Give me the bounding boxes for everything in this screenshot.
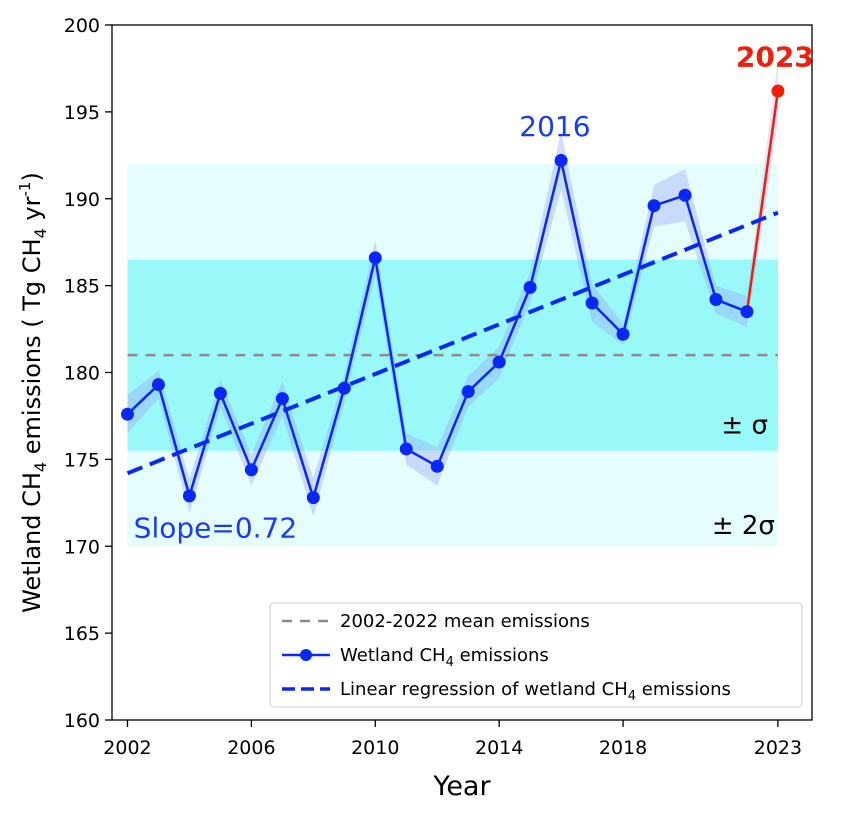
annotation-slope: Slope=0.72 (134, 512, 297, 545)
legend: 2002-2022 mean emissions Wetland CH4 emi… (269, 602, 803, 708)
x-tick-label-2006: 2006 (227, 737, 275, 759)
data-point-2006 (244, 463, 258, 477)
data-point-2016 (554, 154, 568, 168)
legend-wetland-sub: 4 (446, 655, 454, 670)
data-point-2005 (213, 386, 227, 400)
annotation-sigma: ± σ (721, 410, 768, 440)
legend-box (269, 602, 803, 708)
y-tick-label-165: 165 (64, 623, 100, 645)
x-axis-label: Year (432, 771, 491, 802)
series-line-2023 (745, 90, 780, 312)
data-point-2008 (306, 491, 320, 505)
ylabel-part-1: Wetland CH (18, 472, 46, 613)
x-tick-label-2023: 2023 (754, 737, 802, 759)
regression-line (126, 210, 779, 476)
legend-wetland-label-2: emissions (454, 645, 549, 666)
y-tick-label-180: 180 (64, 363, 100, 385)
axis-ticks: 160 165 170 175 180 185 190 195 200 2002 2006 2010 2… (64, 15, 802, 759)
legend-regression-label-2: emissions (636, 679, 731, 700)
x-tick-label-2002: 2002 (103, 737, 151, 759)
data-point-2017 (585, 296, 599, 310)
legend-wetland-marker (300, 649, 312, 661)
legend-regression-sub: 4 (628, 689, 636, 704)
legend-wetland-label: Wetland CH4 emissions (340, 645, 549, 670)
data-point-2023 (771, 84, 785, 98)
data-point-2020 (678, 188, 692, 202)
annotation-two-sigma: ± 2σ (712, 511, 775, 541)
legend-wetland-label-1: Wetland CH (340, 645, 446, 666)
ylabel-sup: -1 (16, 182, 34, 197)
x-tick-label-2010: 2010 (351, 737, 399, 759)
annotation-2016: 2016 (519, 110, 590, 143)
data-point-2002 (120, 407, 134, 421)
y-tick-label-175: 175 (64, 449, 100, 471)
data-point-2015 (523, 280, 537, 294)
legend-regression-label-1: Linear regression of wetland CH (340, 679, 628, 700)
ylabel-close: ) (18, 172, 46, 181)
y-axis-label: Wetland CH4 emissions ( Tg CH4 yr-1) (16, 172, 50, 613)
data-point-2010 (368, 251, 382, 265)
y-tick-label-185: 185 (64, 276, 100, 298)
data-point-2014 (492, 355, 506, 369)
y-tick-label-170: 170 (64, 536, 100, 558)
data-point-2004 (182, 489, 196, 503)
annotation-2023: 2023 (736, 41, 814, 74)
data-point-2011 (399, 442, 413, 456)
ylabel-sub-2: 4 (31, 228, 50, 238)
ylabel-sub-1: 4 (31, 462, 50, 472)
y-tick-label-190: 190 (64, 189, 100, 211)
data-point-2022 (740, 305, 754, 319)
x-tick-label-2014: 2014 (475, 737, 523, 759)
legend-regression-label: Linear regression of wetland CH4 emissio… (340, 679, 731, 704)
data-point-2019 (647, 199, 661, 213)
y-tick-label-160: 160 (64, 710, 100, 732)
ylabel-part-2: emissions ( Tg CH (18, 238, 46, 461)
uncertainty-band-wetland (127, 130, 747, 517)
data-point-2013 (461, 385, 475, 399)
data-point-2012 (430, 459, 444, 473)
data-point-2003 (151, 378, 165, 392)
data-point-2018 (616, 327, 630, 341)
data-point-2021 (709, 293, 723, 307)
y-tick-label-200: 200 (64, 15, 100, 37)
x-tick-label-2018: 2018 (599, 737, 647, 759)
data-point-2007 (275, 392, 289, 406)
ylabel-part-3: yr (18, 196, 46, 228)
y-tick-label-195: 195 (64, 102, 100, 124)
data-point-2009 (337, 381, 351, 395)
legend-mean-label: 2002-2022 mean emissions (340, 611, 590, 632)
data-points (120, 84, 785, 505)
